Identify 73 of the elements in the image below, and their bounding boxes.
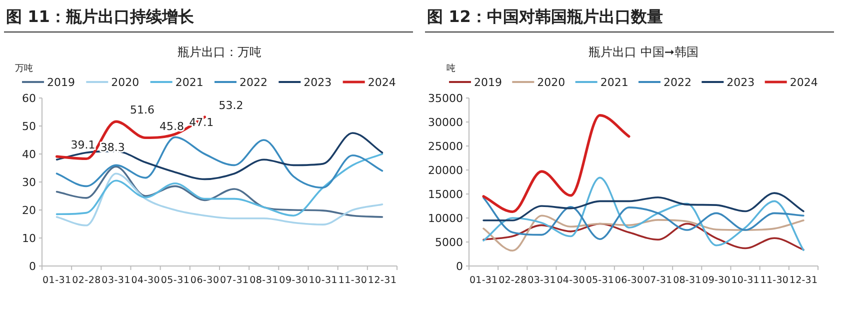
line-series <box>482 176 804 252</box>
y-tick-label: 35000 <box>428 92 463 105</box>
data-label: 39.1 <box>70 138 96 152</box>
legend-label: 2021 <box>600 76 628 89</box>
y-tick-label: 40 <box>22 148 36 161</box>
x-tick-label: 11-30 <box>760 275 788 286</box>
legend-label: 2024 <box>790 76 818 89</box>
legend-label: 2020 <box>537 76 566 89</box>
y-axis-title: 万吨 <box>15 63 33 74</box>
data-label: 53.2 <box>218 99 244 112</box>
x-tick-label: 01-31 <box>42 275 72 286</box>
y-tick-label: 20000 <box>428 164 463 177</box>
line-series <box>56 172 384 226</box>
line-series <box>56 132 384 180</box>
line-series <box>56 136 384 188</box>
data-label: 45.8 <box>160 120 184 133</box>
x-tick-label: 05-31 <box>586 275 614 286</box>
x-tick-label: 01-31 <box>470 275 498 286</box>
legend-label: 2023 <box>304 76 332 89</box>
chart-subtitle: 瓶片出口：万吨 <box>178 45 262 59</box>
data-label: 51.6 <box>130 104 154 117</box>
legend-label: 2021 <box>175 76 204 89</box>
x-tick-label: 02-28 <box>498 275 527 286</box>
legend-label: 2022 <box>240 76 268 89</box>
line-series <box>482 196 804 240</box>
x-tick-label: 05-31 <box>160 275 190 286</box>
x-tick-label: 09-30 <box>279 275 308 286</box>
line-series <box>56 153 384 216</box>
line-series <box>482 114 630 214</box>
data-label: 38.3 <box>100 140 125 154</box>
legend-label: 2020 <box>111 76 140 89</box>
legend-label: 2019 <box>47 76 75 89</box>
x-tick-label: 04-30 <box>131 275 160 286</box>
y-tick-label: 25000 <box>428 140 463 153</box>
legend-label: 2019 <box>474 76 502 89</box>
y-tick-label: 20 <box>22 204 36 217</box>
y-tick-label: 60 <box>22 92 36 105</box>
y-tick-label: 15000 <box>428 188 463 201</box>
x-tick-label: 10-31 <box>308 275 338 286</box>
chart-subtitle: 瓶片出口 中国➞韩国 <box>588 45 698 59</box>
y-tick-label: 10 <box>22 232 36 245</box>
x-tick-label: 03-31 <box>528 275 556 286</box>
line-series <box>482 222 804 251</box>
line-series <box>56 166 384 218</box>
y-axis-title: 吨 <box>446 63 456 74</box>
y-tick-label: 0 <box>29 260 36 273</box>
y-tick-label: 0 <box>456 260 463 273</box>
x-tick-label: 10-31 <box>731 275 760 286</box>
line-series <box>482 214 804 252</box>
chart-title: 图 12：中国对韩国瓶片出口数量 <box>427 7 663 26</box>
legend-label: 2022 <box>664 76 692 89</box>
y-tick-label: 10000 <box>428 212 463 225</box>
x-tick-label: 12-31 <box>368 275 396 286</box>
x-tick-label: 08-31 <box>673 275 702 286</box>
x-tick-label: 04-30 <box>556 275 585 286</box>
x-tick-label: 08-31 <box>250 275 278 286</box>
x-tick-label: 07-31 <box>220 275 249 286</box>
x-tick-label: 06-30 <box>190 275 219 286</box>
chart-title: 图 11：瓶片出口持续增长 <box>6 7 195 26</box>
x-tick-label: 07-31 <box>644 275 672 286</box>
x-tick-label: 06-30 <box>614 275 643 286</box>
line-series <box>482 192 804 222</box>
x-tick-label: 02-28 <box>72 275 101 286</box>
y-tick-label: 50 <box>22 120 36 133</box>
y-tick-label: 30000 <box>428 116 463 129</box>
legend-label: 2023 <box>726 76 755 89</box>
y-tick-label: 5000 <box>435 236 463 249</box>
x-tick-label: 12-31 <box>789 275 818 286</box>
x-tick-label: 03-31 <box>102 275 130 286</box>
x-tick-label: 11-30 <box>338 275 367 286</box>
legend-label: 2024 <box>368 76 396 89</box>
x-tick-label: 09-30 <box>702 275 730 286</box>
y-tick-label: 30 <box>22 176 36 189</box>
